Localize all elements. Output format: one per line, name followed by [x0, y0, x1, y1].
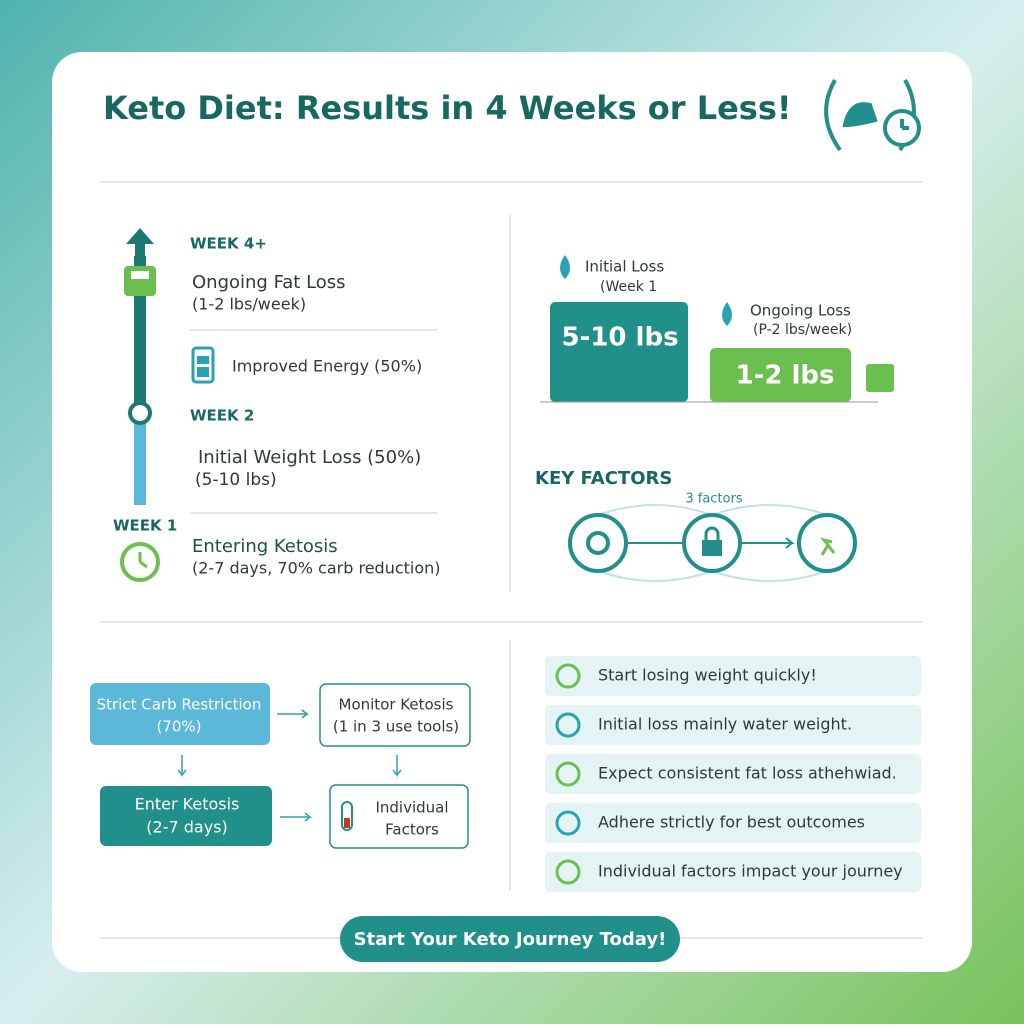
tip-text: Expect consistent fat loss athehwiad. [598, 764, 897, 783]
flow-node-text: Factors [385, 821, 439, 839]
timeline-graphics [120, 228, 437, 582]
title: Keto Diet: Results in 4 Weeks or Less! [103, 89, 791, 127]
tip-icon [555, 859, 581, 885]
section-subtitle: 3 factors [685, 492, 742, 507]
flow-node-text: Enter Ketosis [135, 795, 240, 814]
bar-label: Ongoing Loss [750, 302, 851, 320]
bar-amount: 5-10 lbs [561, 323, 678, 353]
tips: Start losing weight quickly! Initial loss… [545, 656, 921, 892]
milestone-title: Ongoing Fat Loss [192, 272, 346, 293]
flow-node-text: Strict Carb Restriction [97, 696, 262, 714]
flow-node-text: (70%) [156, 718, 201, 736]
week-label: WEEK 4+ [190, 235, 267, 253]
tip-icon [555, 663, 581, 689]
tip-icon [555, 761, 581, 787]
flow-node-text: (1 in 3 use tools) [333, 718, 459, 736]
tip-background [545, 656, 921, 696]
comparison-graphics [540, 255, 894, 403]
milestone-detail: (5-10 lbs) [195, 470, 277, 490]
tip-text: Initial loss mainly water weight. [598, 715, 852, 734]
milestone-title: Entering Ketosis [192, 536, 338, 557]
cta-background[interactable] [340, 916, 680, 962]
cta-label[interactable]: Start Your Keto Journey Today! [354, 929, 667, 950]
emblem [824, 79, 921, 152]
bar-detail: (P-2 lbs/week) [753, 322, 852, 338]
tip-background [545, 803, 921, 843]
bar-label: Initial Loss [585, 258, 664, 276]
tip-text: Adhere strictly for best outcomes [598, 813, 865, 832]
flow-node-text: Individual [375, 799, 448, 817]
tip-text: Start losing weight quickly! [598, 666, 817, 685]
tip-text: Individual factors impact your journey [598, 862, 903, 881]
tip-background [545, 705, 921, 745]
tip-background [545, 754, 921, 794]
flow-node-text: (2-7 days) [146, 818, 227, 837]
bar-amount: 1-2 lbs [735, 361, 834, 391]
bar-detail: (Week 1 [600, 279, 657, 295]
flow-node-text: Monitor Ketosis [339, 696, 454, 714]
milestone-title: Initial Weight Loss (50%) [198, 447, 421, 468]
cta-button[interactable]: Start Your Keto Journey Today! [340, 916, 680, 962]
week-label: WEEK 2 [190, 407, 254, 425]
tip-background [545, 852, 921, 892]
milestone-note: Improved Energy (50%) [232, 357, 422, 376]
milestone-detail: (2-7 days, 70% carb reduction) [192, 559, 441, 578]
factor-icons [568, 504, 857, 582]
milestone-detail: (1-2 lbs/week) [192, 295, 306, 314]
section-title: KEY FACTORS [535, 468, 672, 489]
tip-icon [555, 810, 581, 836]
week-label: WEEK 1 [113, 517, 177, 535]
flow-graphics [90, 683, 471, 849]
tip-icon [555, 712, 581, 738]
